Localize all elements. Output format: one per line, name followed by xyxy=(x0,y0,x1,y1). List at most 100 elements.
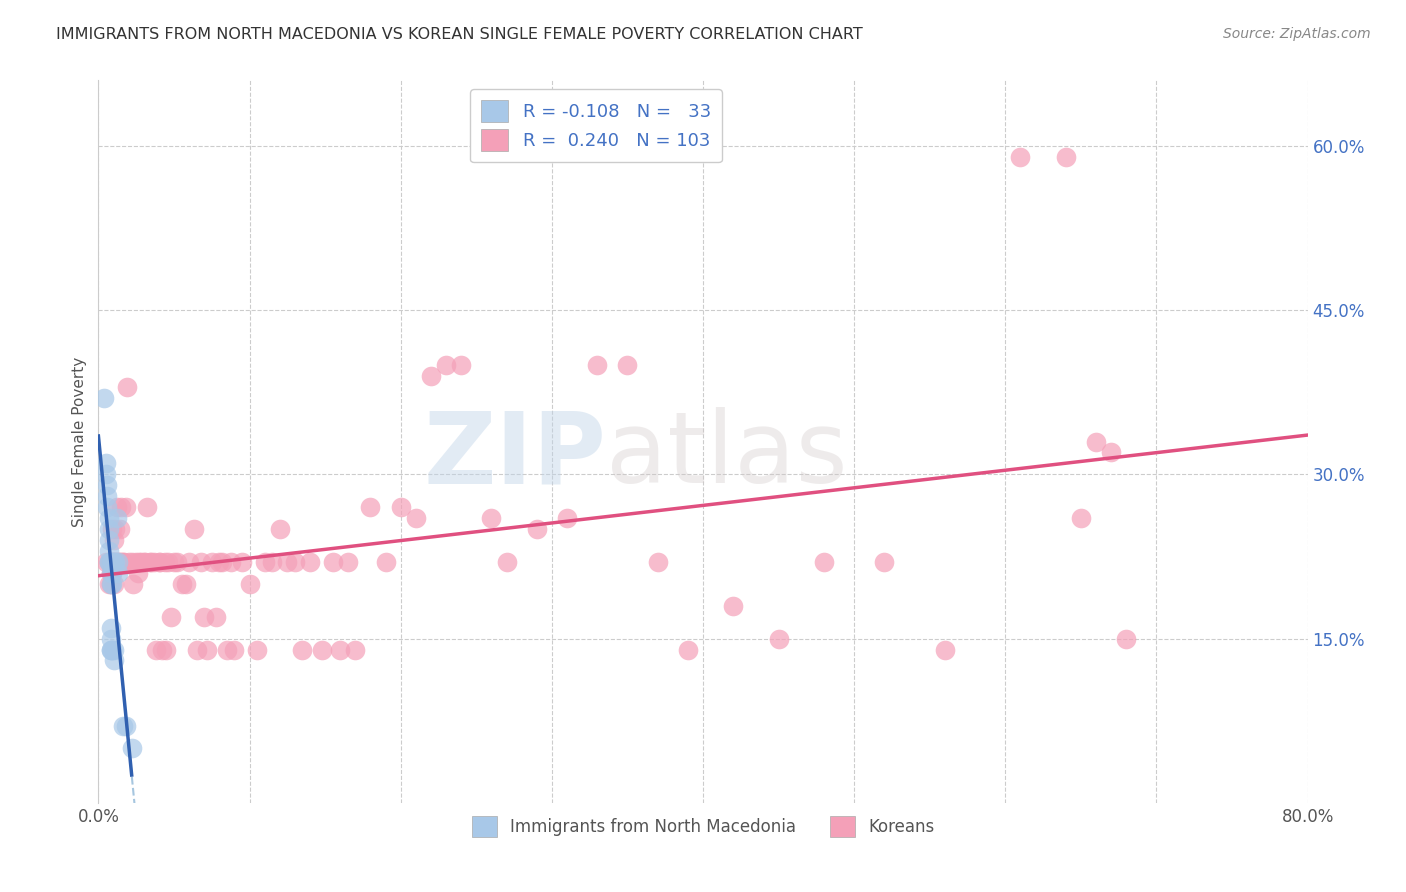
Point xyxy=(262,555,284,569)
Point xyxy=(100,577,122,591)
Point xyxy=(114,500,136,515)
Text: ZIP: ZIP xyxy=(423,408,606,505)
Point xyxy=(329,642,352,657)
Point xyxy=(98,577,121,591)
Point xyxy=(96,478,118,492)
Point xyxy=(149,555,172,569)
Point xyxy=(495,555,517,569)
Point xyxy=(322,555,344,569)
Point xyxy=(586,358,609,372)
Point xyxy=(195,642,218,657)
Point xyxy=(276,555,298,569)
Point xyxy=(132,555,155,569)
Point xyxy=(145,642,167,657)
Point xyxy=(526,522,548,536)
Point xyxy=(100,642,122,657)
Point xyxy=(101,642,124,657)
Point xyxy=(616,358,638,372)
Point xyxy=(94,457,117,471)
Point xyxy=(100,566,122,580)
Point xyxy=(647,555,669,569)
Point xyxy=(170,577,193,591)
Point xyxy=(193,609,215,624)
Point xyxy=(215,642,238,657)
Point xyxy=(284,555,307,569)
Point xyxy=(127,566,149,580)
Point xyxy=(155,642,177,657)
Point xyxy=(98,555,121,569)
Point xyxy=(134,555,156,569)
Point xyxy=(156,555,179,569)
Point xyxy=(311,642,333,657)
Point xyxy=(100,621,122,635)
Point xyxy=(135,500,157,515)
Point xyxy=(148,555,170,569)
Point xyxy=(101,566,124,580)
Point xyxy=(100,642,122,657)
Point xyxy=(100,566,122,580)
Point xyxy=(101,555,124,569)
Point xyxy=(122,577,145,591)
Point xyxy=(253,555,276,569)
Point xyxy=(103,577,125,591)
Point xyxy=(121,555,143,569)
Point xyxy=(450,358,472,372)
Point xyxy=(1010,150,1032,164)
Point xyxy=(1054,150,1077,164)
Text: IMMIGRANTS FROM NORTH MACEDONIA VS KOREAN SINGLE FEMALE POVERTY CORRELATION CHAR: IMMIGRANTS FROM NORTH MACEDONIA VS KOREA… xyxy=(56,27,863,42)
Point xyxy=(1085,434,1108,449)
Point xyxy=(98,522,121,536)
Point xyxy=(94,467,117,482)
Point xyxy=(555,511,578,525)
Point xyxy=(224,642,246,657)
Point xyxy=(104,555,127,569)
Point xyxy=(389,500,412,515)
Point xyxy=(129,555,152,569)
Point xyxy=(103,555,125,569)
Point xyxy=(94,555,117,569)
Point xyxy=(141,555,163,569)
Point xyxy=(190,555,212,569)
Point xyxy=(873,555,896,569)
Point xyxy=(98,555,121,569)
Point xyxy=(108,522,131,536)
Point xyxy=(420,368,443,383)
Point xyxy=(205,609,228,624)
Point xyxy=(105,511,128,525)
Point xyxy=(104,555,127,569)
Point xyxy=(150,642,173,657)
Point xyxy=(110,500,132,515)
Point xyxy=(211,555,233,569)
Point xyxy=(107,555,129,569)
Point xyxy=(98,511,121,525)
Point xyxy=(231,555,253,569)
Point xyxy=(105,500,128,515)
Point xyxy=(128,555,150,569)
Point xyxy=(100,555,122,569)
Point xyxy=(111,555,134,569)
Point xyxy=(98,555,121,569)
Point xyxy=(104,522,127,536)
Point xyxy=(160,609,183,624)
Y-axis label: Single Female Poverty: Single Female Poverty xyxy=(72,357,87,526)
Point xyxy=(139,555,162,569)
Point xyxy=(405,511,427,525)
Point xyxy=(374,555,396,569)
Legend: Immigrants from North Macedonia, Koreans: Immigrants from North Macedonia, Koreans xyxy=(464,808,942,845)
Point xyxy=(96,489,118,503)
Point xyxy=(768,632,790,646)
Point xyxy=(110,555,132,569)
Point xyxy=(153,555,176,569)
Point xyxy=(100,577,122,591)
Point xyxy=(221,555,243,569)
Point xyxy=(1115,632,1137,646)
Point xyxy=(179,555,201,569)
Text: atlas: atlas xyxy=(606,408,848,505)
Point xyxy=(103,555,125,569)
Point xyxy=(125,555,148,569)
Point xyxy=(101,522,124,536)
Point xyxy=(114,719,136,733)
Point xyxy=(208,555,231,569)
Point xyxy=(143,555,166,569)
Point xyxy=(723,599,745,613)
